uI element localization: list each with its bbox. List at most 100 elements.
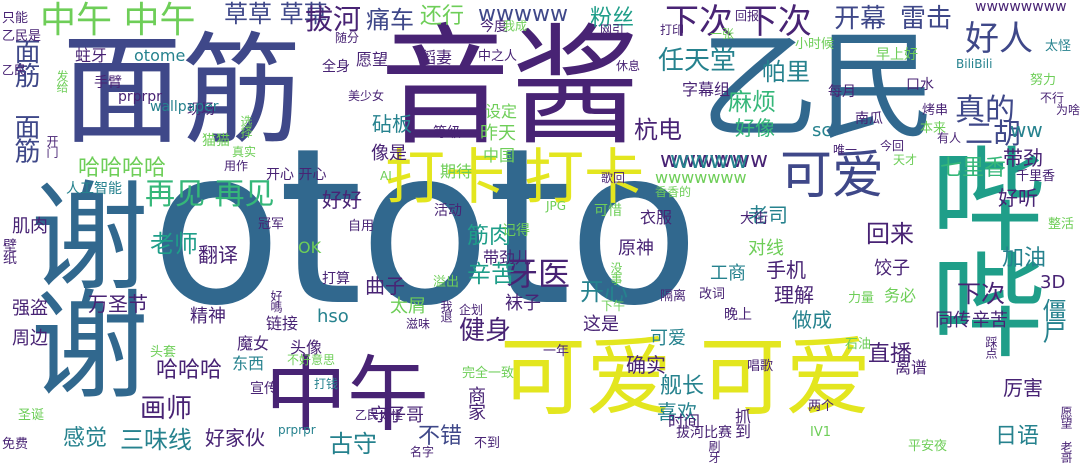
cloud-word: 直播 — [868, 342, 913, 367]
cloud-word: wwwwwww — [655, 168, 747, 187]
cloud-word: 杭电 — [634, 116, 682, 144]
cloud-word: 原神 — [618, 238, 654, 259]
cloud-word: 音酱 — [380, 11, 641, 163]
cloud-word: 中国 — [483, 146, 516, 165]
cloud-word: 打算 — [322, 271, 350, 287]
cloud-word: 太怪 — [1045, 39, 1072, 54]
cloud-word: sc — [812, 120, 832, 141]
cloud-word: 为啥 — [1056, 103, 1080, 117]
cloud-word: 哈哈哈哈 — [78, 156, 167, 181]
cloud-word: 3D — [1040, 272, 1066, 293]
cloud-word: 现场 — [187, 102, 215, 118]
cloud-word: 我退 — [439, 300, 453, 323]
cloud-word: 回来 — [866, 220, 914, 248]
cloud-word: 帕里 — [762, 58, 810, 86]
cloud-word: 不错 — [418, 424, 463, 449]
cloud-word: 蛀牙 — [75, 46, 108, 65]
cloud-word: 踩点 — [984, 336, 998, 359]
cloud-word: 同传 — [935, 310, 971, 331]
cloud-word: 面筋 — [62, 22, 302, 161]
cloud-word: 打印 — [660, 23, 685, 37]
cloud-word: 像是 — [371, 143, 407, 164]
cloud-word: 古守 — [329, 430, 377, 458]
cloud-word: 翻译 — [198, 243, 238, 267]
cloud-word: 筋肉 — [467, 224, 512, 249]
cloud-word: 烤串 — [922, 103, 949, 118]
cloud-word: 不好意思 — [287, 353, 336, 367]
cloud-word: 没事 — [609, 262, 623, 285]
cloud-word: 还行 — [420, 4, 465, 29]
cloud-word: 今度 — [480, 19, 508, 35]
cloud-word: 不到 — [474, 436, 501, 451]
cloud-word: 打卡 打卡 — [385, 143, 645, 213]
cloud-word: 哔哔 — [911, 140, 1045, 352]
cloud-word: 舰长 — [660, 374, 705, 399]
cloud-word: 壁纸 — [1, 238, 17, 264]
cloud-word: 任天堂 — [658, 46, 737, 76]
cloud-word: 稻妻 — [420, 48, 453, 67]
cloud-word: 人工智能 — [66, 181, 122, 197]
cloud-word: 我成 — [503, 19, 528, 33]
cloud-word: 谢谢 — [10, 175, 148, 393]
cloud-word: 昨天 — [480, 123, 516, 144]
cloud-word: 守子哥 — [370, 405, 424, 426]
cloud-word: 周边 — [12, 328, 48, 349]
cloud-word: 头像 — [290, 338, 323, 357]
cloud-word: 精神 — [190, 306, 226, 327]
cloud-word: 时间 — [668, 412, 701, 431]
cloud-word: 发给 — [55, 70, 69, 93]
cloud-word: 早上好 — [876, 47, 918, 63]
cloud-word: 僵尸 — [1038, 298, 1066, 343]
cloud-word: 魔女 — [237, 334, 270, 353]
cloud-word: 愿望 老哥 — [1059, 406, 1073, 463]
cloud-word: 中之人 — [478, 49, 518, 64]
cloud-word: 平安夜 — [908, 439, 948, 454]
cloud-word: 真的 — [955, 93, 1015, 128]
cloud-word: 带劲儿 — [483, 248, 532, 267]
cloud-word: 歌回 — [601, 171, 626, 185]
cloud-word: 免费 — [2, 437, 29, 452]
cloud-word: 自用 — [348, 219, 375, 234]
cloud-word: 圣诞 — [18, 408, 45, 423]
cloud-word: 好像 — [735, 116, 775, 140]
cloud-word: 可爱 — [650, 328, 686, 349]
cloud-word: 粉丝 — [590, 6, 635, 31]
cloud-word: AI — [380, 169, 392, 183]
cloud-word: hso — [317, 306, 349, 327]
cloud-word: 宣传 — [250, 381, 278, 397]
cloud-word: 本来 — [920, 121, 947, 136]
cloud-word: 企划 — [459, 303, 484, 317]
cloud-word: 千里香 — [1016, 169, 1056, 184]
cloud-word: 溢出 — [433, 275, 460, 290]
cloud-word: 活动 — [434, 203, 462, 219]
cloud-word: 辛苦 — [467, 260, 515, 288]
cloud-word: 万圣节 — [88, 292, 148, 316]
cloud-word: 每月 — [828, 84, 856, 100]
cloud-word: 可爱 可爱 — [500, 328, 872, 428]
cloud-word: 太屑 — [390, 296, 426, 317]
cloud-word: 喜欢 — [657, 400, 697, 424]
cloud-word: 打钱 — [314, 377, 339, 391]
cloud-word: 下午 — [601, 299, 626, 313]
cloud-word: 日语 — [995, 424, 1040, 449]
cloud-word: 抓到 — [732, 408, 751, 438]
cloud-word: 中午 — [265, 348, 430, 443]
cloud-word: 中午 中午 — [40, 0, 196, 41]
cloud-word: otome — [134, 46, 186, 65]
cloud-word: 美少女 — [348, 89, 385, 103]
cloud-word: 二胡 — [965, 117, 1022, 150]
cloud-word: 理解 — [774, 283, 814, 307]
cloud-word: wallpaper — [150, 99, 219, 115]
cloud-word: wwwww — [478, 2, 568, 27]
cloud-word: ww — [1010, 118, 1043, 142]
cloud-word: 小时候 — [795, 37, 835, 52]
cloud-word: 乙民是 — [2, 29, 42, 44]
cloud-word: 好家伙 — [205, 426, 265, 450]
cloud-word: 选择 — [239, 115, 253, 138]
cloud-word: 好听 — [998, 186, 1038, 210]
cloud-word: 唯一 — [833, 143, 858, 157]
cloud-word: IV1 — [810, 425, 831, 440]
cloud-word: prprpr — [118, 89, 162, 105]
cloud-word: 袜子 — [505, 293, 541, 314]
cloud-word: 好好 — [322, 188, 362, 212]
